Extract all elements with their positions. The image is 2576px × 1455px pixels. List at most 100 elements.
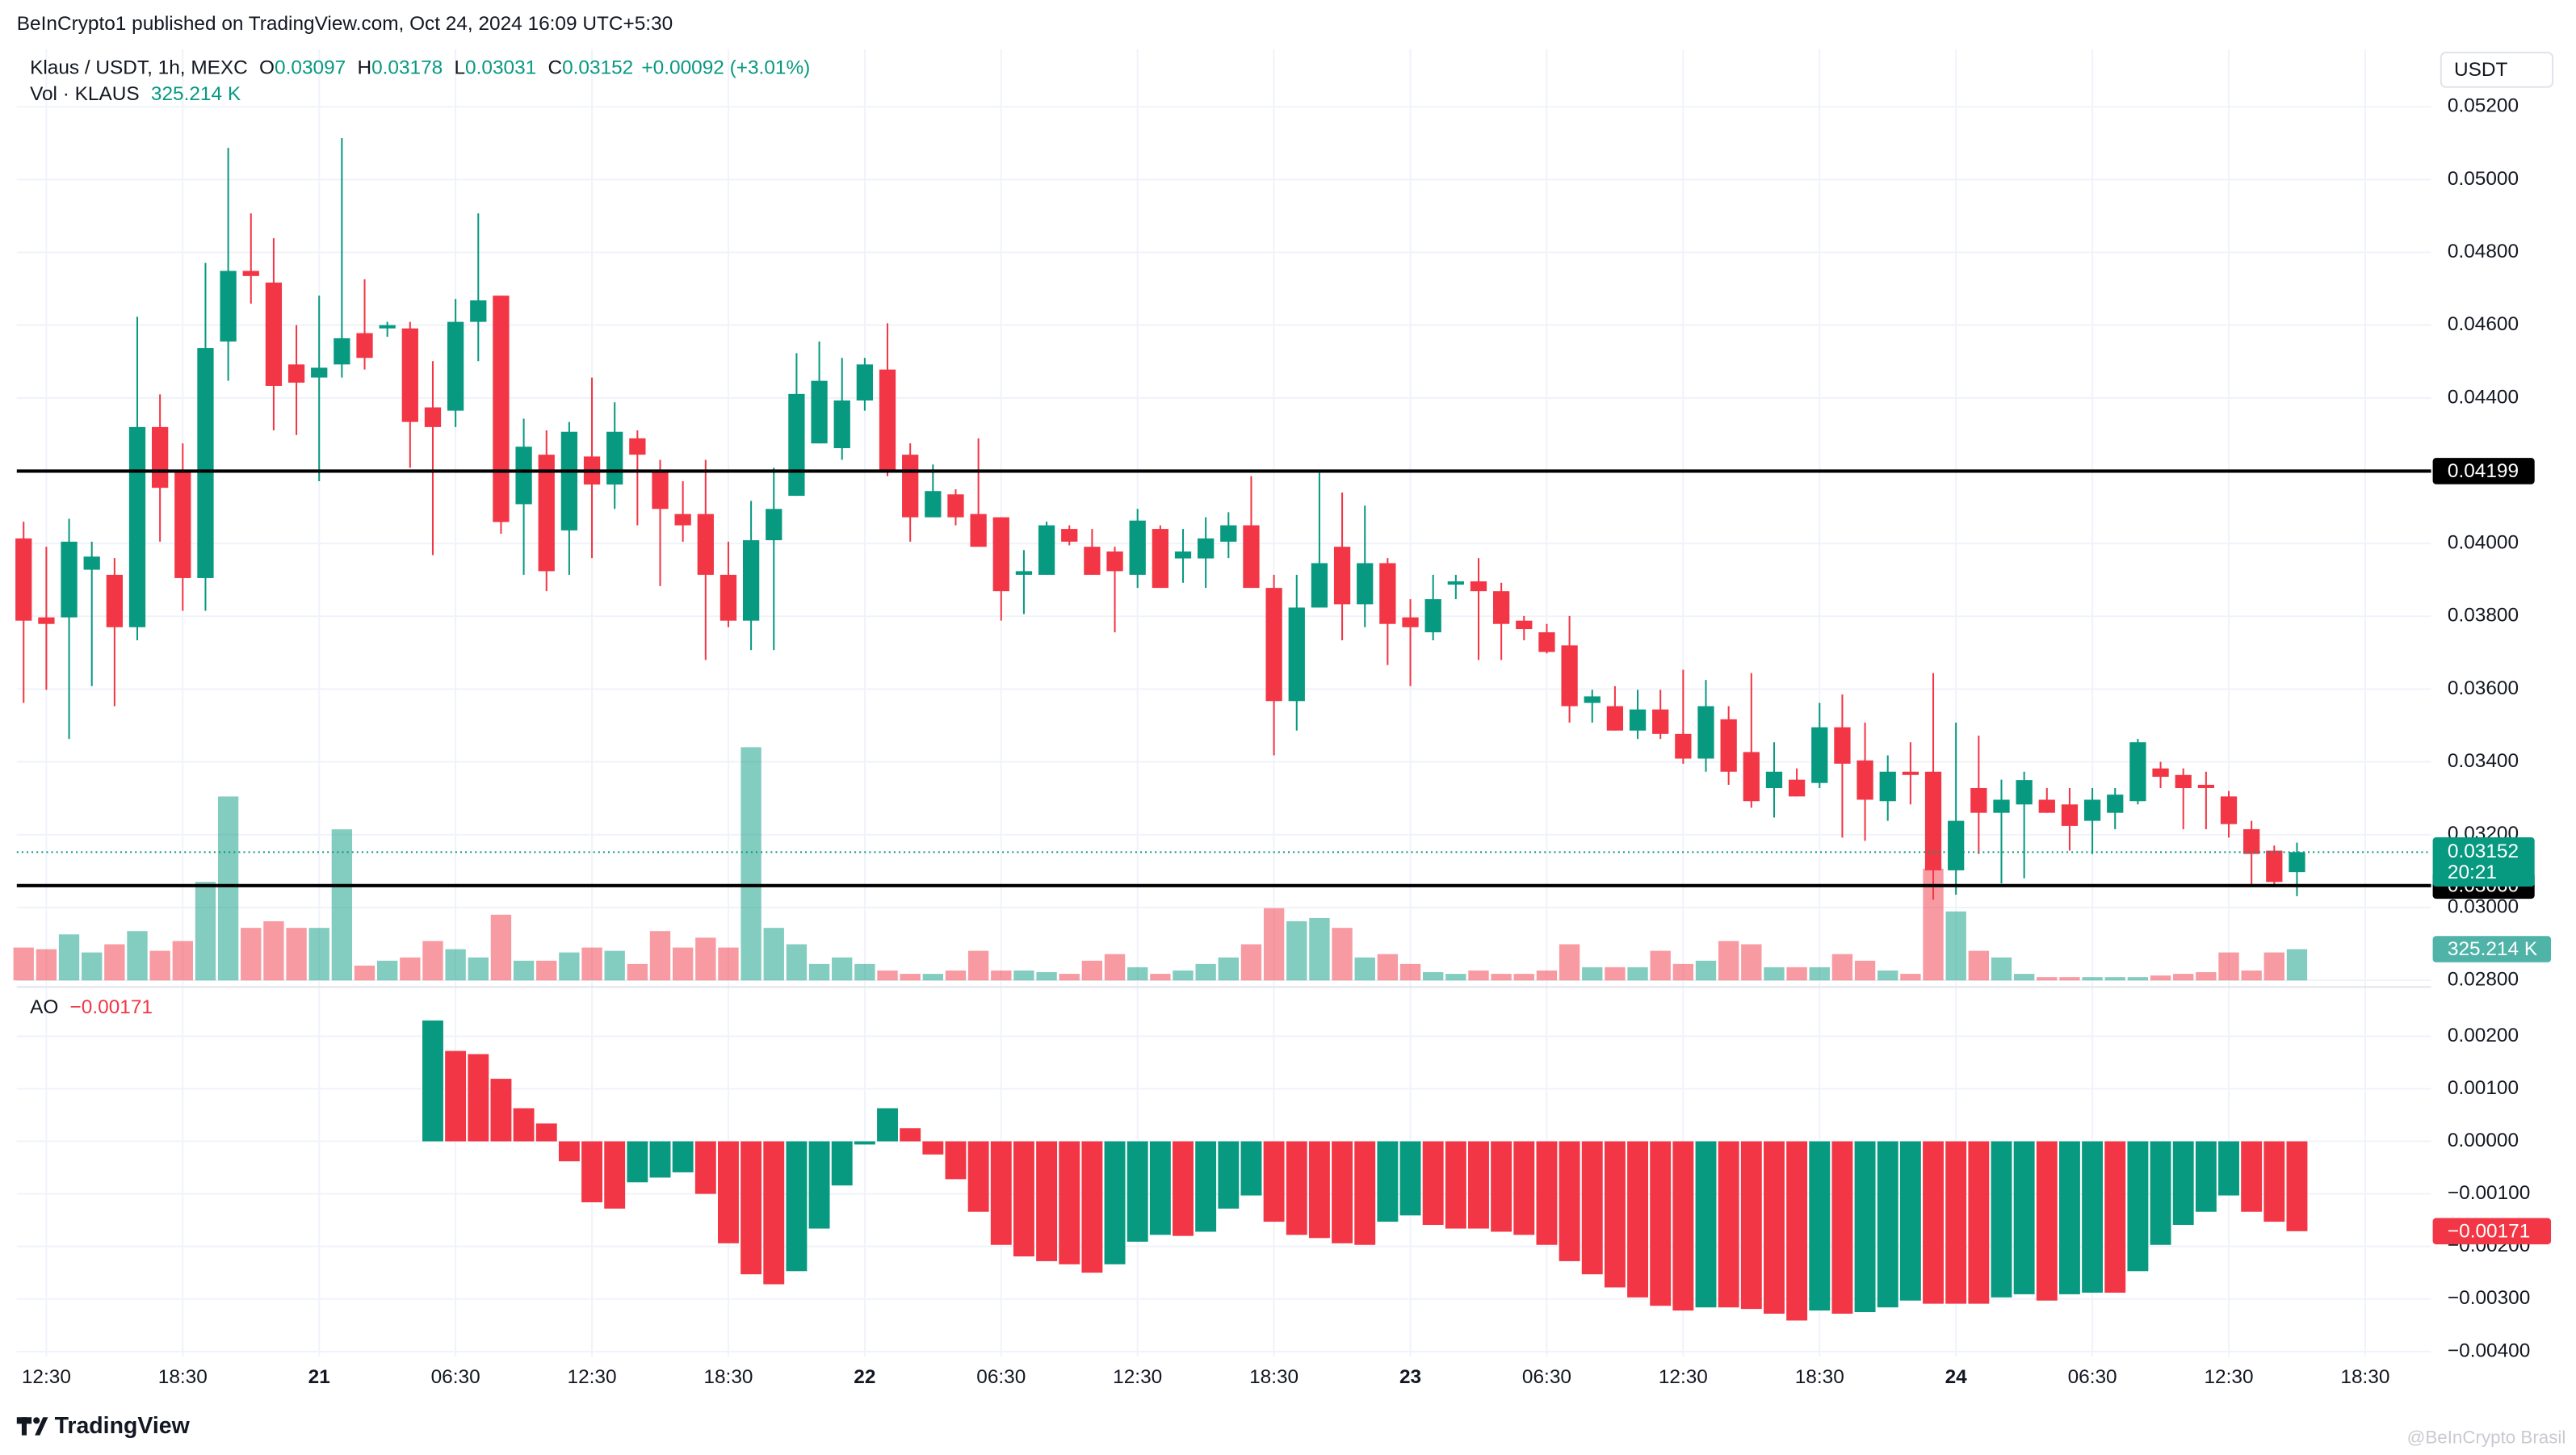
- ao-bar: [1218, 1141, 1240, 1209]
- ao-bar: [1059, 1141, 1080, 1264]
- candle-body: [2038, 799, 2055, 813]
- x-tick-label: 24: [1945, 1366, 1968, 1388]
- ao-tick-label: 0.00100: [2448, 1077, 2519, 1099]
- ao-bar: [718, 1141, 739, 1243]
- y-tick-label: 0.04000: [2448, 532, 2519, 554]
- volume-bar: [1627, 967, 1648, 981]
- volume-bar: [217, 796, 239, 981]
- candle-body: [1220, 525, 1237, 542]
- candle-body: [2061, 804, 2079, 826]
- candle-body: [379, 325, 396, 329]
- ao-bar: [854, 1141, 875, 1145]
- candle-body: [1493, 591, 1510, 624]
- volume-bar: [2241, 970, 2262, 981]
- y-tick-label: 0.05000: [2448, 168, 2519, 190]
- volume-bar: [1081, 960, 1103, 981]
- volume-bar: [331, 829, 353, 981]
- candle-body: [766, 509, 782, 541]
- volume-bar: [36, 949, 57, 981]
- y-tick-label: 0.04800: [2448, 241, 2519, 262]
- candle-body: [1652, 709, 1669, 734]
- volume-bar: [1059, 974, 1080, 981]
- volume-bar: [604, 950, 625, 981]
- ao-bar: [1923, 1141, 1944, 1304]
- ao-bar: [922, 1141, 944, 1155]
- candle-body: [1129, 520, 1146, 575]
- x-tick-label: 21: [308, 1366, 330, 1388]
- ao-bar: [1036, 1141, 1058, 1261]
- candle-body: [674, 514, 691, 526]
- volume-bar: [2218, 952, 2239, 981]
- candle-body: [1538, 632, 1555, 652]
- ao-bar: [627, 1141, 648, 1183]
- ao-bar: [2241, 1141, 2263, 1212]
- x-tick-label: 12:30: [2204, 1366, 2253, 1388]
- volume-bar: [308, 928, 329, 981]
- candle-body: [1447, 581, 1464, 585]
- volume-bar: [422, 941, 443, 981]
- volume-bar: [400, 957, 421, 981]
- candle-body: [1606, 706, 1624, 731]
- candle-body: [1061, 529, 1078, 542]
- volume-bar: [13, 947, 34, 981]
- candle-body: [879, 369, 896, 470]
- ohlc-key: L: [454, 57, 465, 79]
- volume-bar: [808, 963, 830, 981]
- x-tick-label: 12:30: [22, 1366, 71, 1388]
- candle-body: [788, 393, 805, 497]
- ao-bar: [1831, 1141, 1853, 1314]
- volume-bar: [1900, 974, 1921, 981]
- candle-body: [1357, 563, 1374, 605]
- candle-body: [1856, 760, 1873, 800]
- ohlc-value: 0.03178: [371, 57, 443, 79]
- change: +0.00092 (+3.01%): [641, 57, 810, 79]
- ao-bar: [422, 1020, 443, 1142]
- volume-bar: [354, 965, 375, 981]
- volume-bar: [1445, 974, 1466, 981]
- chart-title: BeInCrypto1 published on TradingView.com…: [17, 13, 673, 35]
- ao-value: −0.00171: [70, 996, 153, 1018]
- volume-bar: [2127, 977, 2149, 981]
- candle-body: [470, 300, 487, 322]
- ao-bar: [558, 1141, 580, 1162]
- candle-body: [128, 426, 146, 627]
- ao-bar: [1809, 1141, 1831, 1311]
- ao-tick-label: −0.00400: [2448, 1340, 2530, 1361]
- ao-bar: [581, 1141, 602, 1203]
- last-price-label: 0.03152: [2448, 841, 2519, 862]
- ao-bar: [1604, 1141, 1626, 1288]
- candle-body: [629, 438, 646, 455]
- volume-bar: [2059, 977, 2080, 981]
- candle-body: [1697, 706, 1714, 759]
- logo: [16, 1417, 48, 1436]
- candle-body: [1243, 525, 1260, 589]
- currency-box[interactable]: [2440, 52, 2554, 88]
- ao-legend: AO −0.00171: [30, 996, 153, 1018]
- volume-bar: [2013, 974, 2035, 981]
- volume-label: 325.214 K: [2448, 938, 2537, 960]
- ao-bar: [1513, 1141, 1535, 1235]
- ao-bar: [1195, 1141, 1217, 1232]
- x-tick-label: 06:30: [431, 1366, 480, 1388]
- volume-bar: [1013, 970, 1034, 981]
- ao-bar: [2127, 1141, 2149, 1272]
- candle-body: [811, 380, 828, 444]
- candle-body: [1311, 563, 1328, 608]
- volume-bar: [991, 970, 1012, 981]
- ao-bar: [649, 1141, 671, 1178]
- ao-bar: [1399, 1141, 1421, 1216]
- ao-bar: [1650, 1141, 1672, 1306]
- ao-bar: [1672, 1141, 1694, 1311]
- candle-body: [1424, 599, 1441, 633]
- candle-body: [2243, 828, 2260, 854]
- candle-body: [242, 270, 259, 276]
- ao-bar: [1126, 1141, 1148, 1242]
- volume-bar: [1605, 967, 1626, 981]
- ao-bar: [2263, 1141, 2285, 1222]
- candle-body: [174, 471, 191, 578]
- volume-bar: [2286, 949, 2308, 981]
- volume-bar: [2104, 977, 2125, 981]
- candle-body: [106, 574, 123, 627]
